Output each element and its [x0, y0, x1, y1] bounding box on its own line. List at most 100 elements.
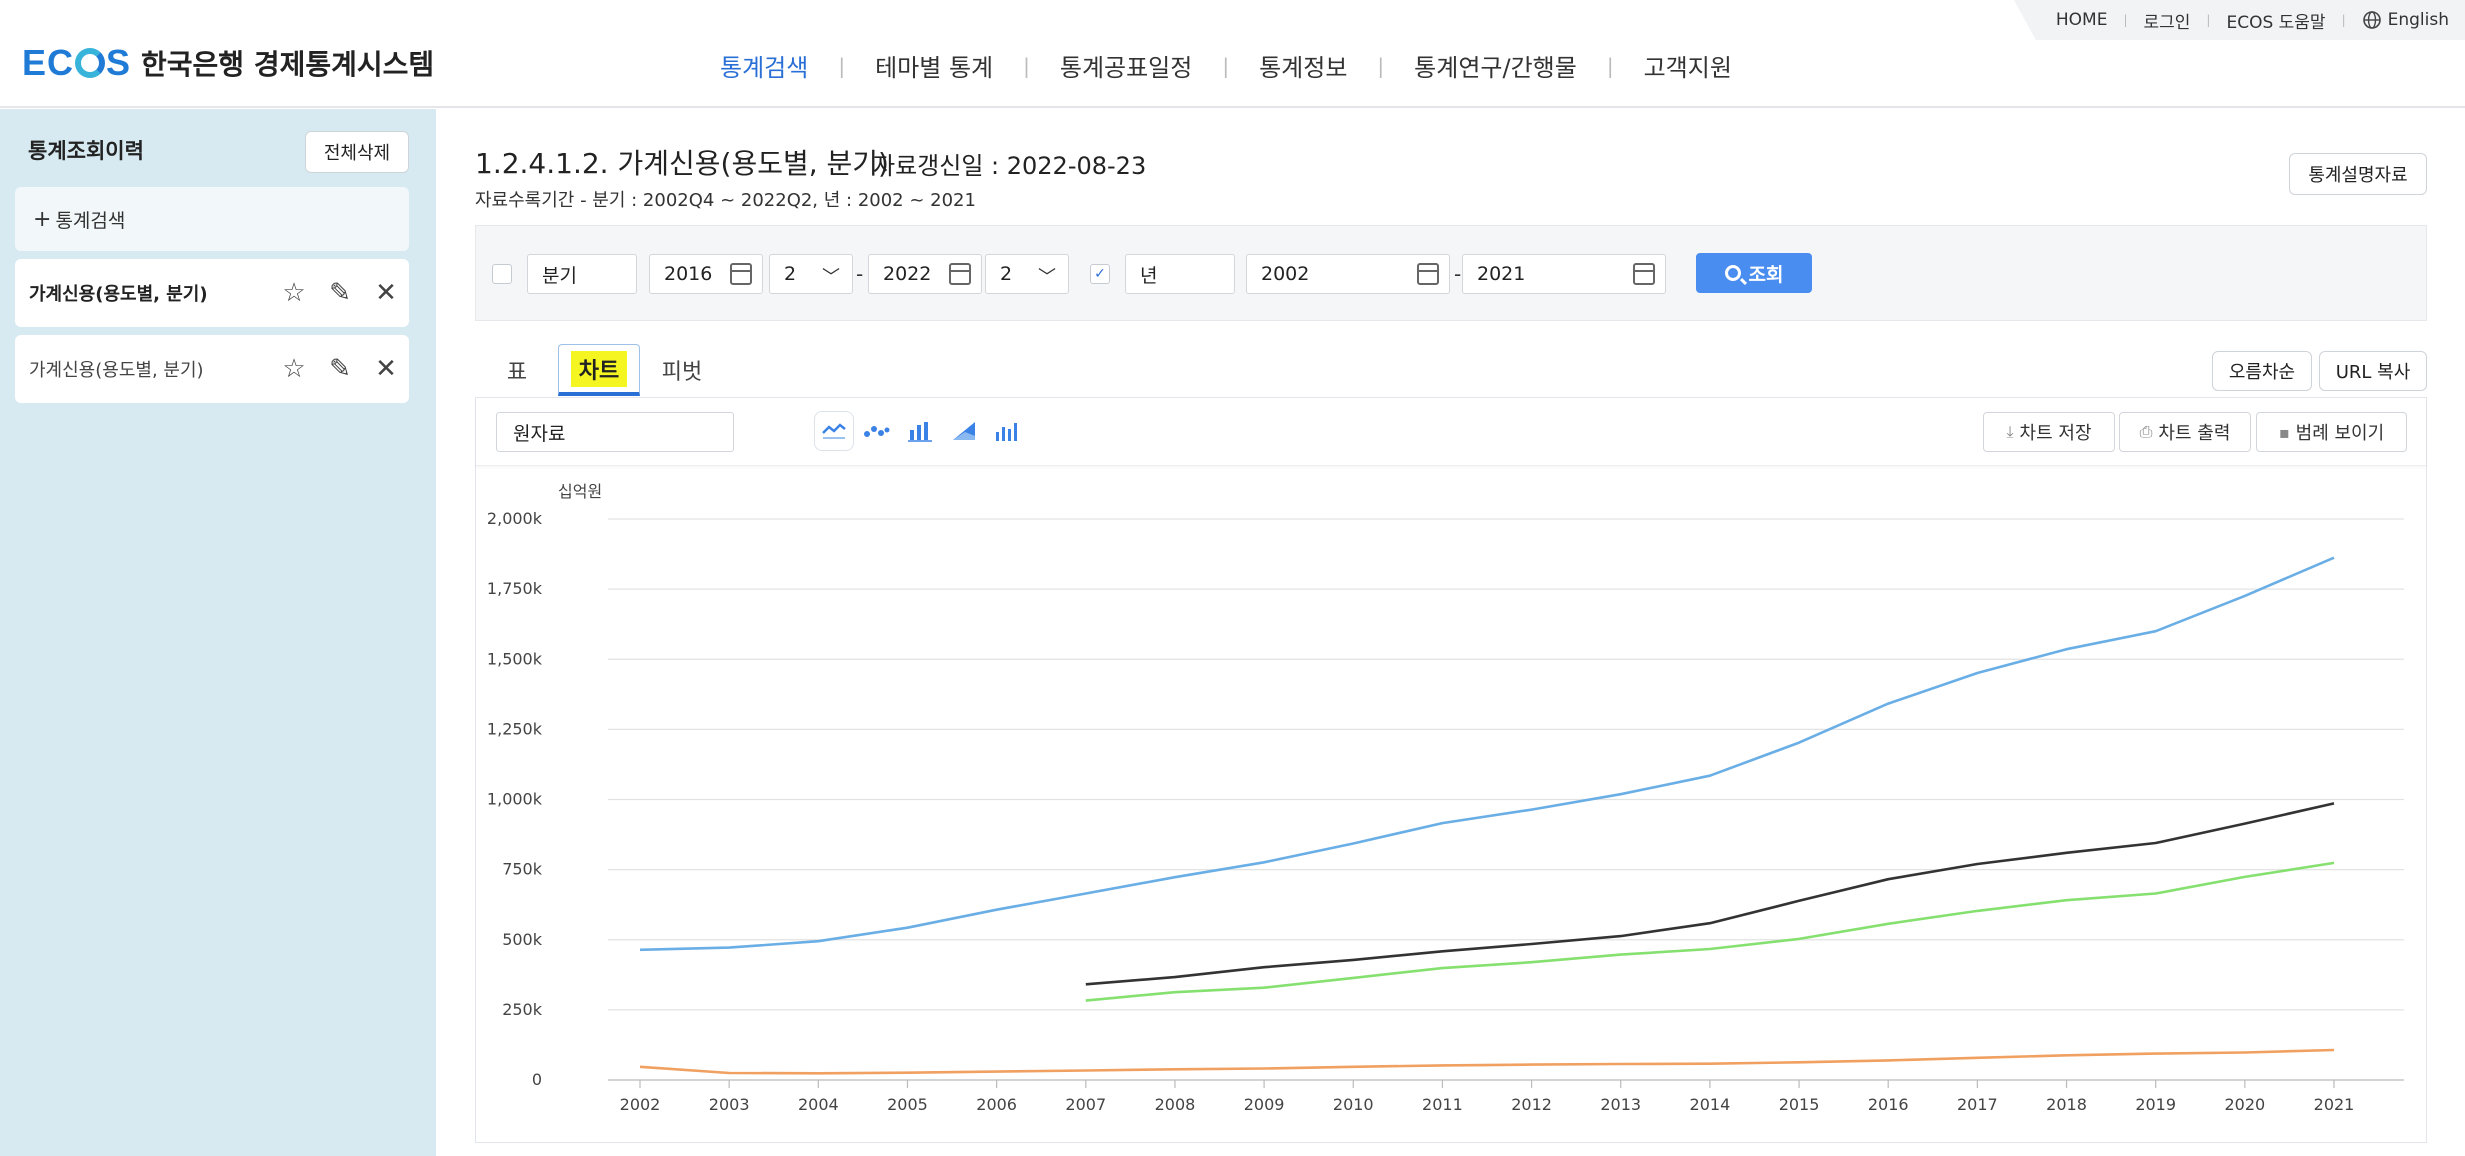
chart-panel: 원자료 ⤓ 차트 저장 ⎙ 차트 출력 ▪ 범례 보이기 십억원 0 250k 500… [475, 397, 2427, 1143]
home-link[interactable]: HOME [2055, 10, 2108, 30]
divider: | [2341, 13, 2346, 27]
tab-table[interactable]: 표 [506, 360, 528, 385]
y-tick-label: 250k [502, 1000, 543, 1019]
quarter-end-select[interactable]: 2 ﹀ [985, 254, 1069, 294]
chart-print-label: 차트 출력 [2158, 423, 2231, 444]
sidebar-title: 통계조회이력 [28, 139, 144, 163]
quarter-end-year[interactable]: 2022 [868, 254, 982, 294]
copy-url-button[interactable]: URL 복사 [2319, 351, 2427, 391]
pencil-icon[interactable]: ✎ [329, 354, 351, 384]
nav-stat-search[interactable]: 통계검색 [720, 54, 809, 82]
update-date: 자료갱신일 : 2022-08-23 [873, 152, 1147, 180]
area-chart-icon[interactable] [944, 411, 984, 451]
nav-stat-info[interactable]: 통계정보 [1259, 54, 1348, 82]
year-start-value: 2002 [1261, 263, 1310, 285]
column-chart-icon[interactable] [986, 411, 1026, 451]
x-tick-label: 2020 [2224, 1095, 2265, 1114]
x-tick-label: 2017 [1957, 1095, 1998, 1114]
y-tick-label: 1,250k [487, 719, 543, 738]
divider: | [838, 53, 846, 78]
x-tick-label: 2016 [1868, 1095, 1909, 1114]
x-tick-label: 2014 [1690, 1095, 1731, 1114]
range-dash: - [856, 262, 864, 286]
quarter-start-year[interactable]: 2016 [649, 254, 763, 294]
range-dash: - [1454, 262, 1462, 286]
stat-search-link[interactable]: + 통계검색 [15, 187, 409, 251]
year-start-field[interactable]: 2002 [1246, 254, 1450, 294]
y-tick-label: 2,000k [487, 509, 543, 528]
legend-icon: ▪ [2278, 422, 2290, 442]
history-sidebar: 통계조회이력 전체삭제 + 통계검색 가계신용(용도별, 분기) ☆ ✎ ✕ 가… [0, 109, 436, 1156]
download-icon: ⤓ [2006, 422, 2014, 441]
calendar-icon[interactable] [949, 263, 971, 285]
quarter-start-year-value: 2016 [664, 263, 713, 285]
y-tick-label: 750k [502, 860, 543, 879]
quarter-start-select[interactable]: 2 ﹀ [769, 254, 853, 294]
stat-explain-button[interactable]: 통계설명자료 [2289, 153, 2427, 195]
y-tick-label: 1,000k [487, 790, 543, 809]
x-tick-label: 2003 [709, 1095, 750, 1114]
site-logo[interactable]: EC S 한국은행 경제통계시스템 [22, 42, 434, 84]
y-axis-unit-label: 십억원 [558, 482, 602, 501]
tab-chart[interactable]: 차트 [558, 344, 640, 396]
login-link[interactable]: 로그인 [2143, 12, 2191, 33]
nav-support[interactable]: 고객지원 [1643, 54, 1732, 82]
x-tick-label: 2018 [2046, 1095, 2087, 1114]
calendar-icon[interactable] [1633, 263, 1655, 285]
series-line-4 [639, 1048, 2335, 1075]
quarter-cycle-field[interactable]: 분기 [527, 254, 637, 294]
search-icon [1724, 265, 1741, 281]
year-checkbox[interactable]: ✓ [1090, 264, 1110, 284]
divider: | [1377, 53, 1385, 78]
nav-theme-stats[interactable]: 테마별 통계 [875, 54, 994, 82]
x-tick-label: 2012 [1511, 1095, 1552, 1114]
chart-toolbar: 원자료 ⤓ 차트 저장 ⎙ 차트 출력 ▪ 범례 보이기 [476, 398, 2426, 466]
history-item-label: 가계신용(용도별, 분기) [29, 360, 204, 381]
bar-chart-icon[interactable] [900, 411, 940, 451]
search-button-label: 조회 [1748, 263, 1784, 286]
x-tick-label: 2004 [798, 1095, 839, 1114]
close-icon[interactable]: ✕ [375, 278, 397, 308]
calendar-icon[interactable] [1417, 263, 1439, 285]
series-line-2 [1085, 802, 2335, 986]
star-icon[interactable]: ☆ [282, 354, 306, 384]
site-name: 한국은행 경제통계시스템 [141, 48, 435, 81]
search-button[interactable]: 조회 [1696, 253, 1812, 293]
x-tick-label: 2013 [1600, 1095, 1641, 1114]
language-link[interactable]: English [2346, 10, 2465, 30]
close-icon[interactable]: ✕ [375, 354, 397, 384]
legend-toggle-button[interactable]: ▪ 범례 보이기 [2256, 412, 2407, 452]
divider: | [1023, 53, 1030, 78]
line-chart-icon[interactable] [814, 411, 854, 451]
divider: | [1222, 53, 1230, 78]
calendar-icon[interactable] [730, 263, 752, 285]
y-tick-label: 1,500k [487, 649, 543, 668]
tab-pivot[interactable]: 피벗 [661, 360, 703, 385]
sort-order-button[interactable]: 오름차순 [2212, 351, 2312, 391]
x-tick-label: 2019 [2135, 1095, 2176, 1114]
history-item[interactable]: 가계신용(용도별, 분기) ☆ ✎ ✕ [15, 259, 409, 327]
series-line-3 [1085, 861, 2335, 1002]
chart-save-button[interactable]: ⤓ 차트 저장 [1983, 412, 2115, 452]
chevron-down-icon: ﹀ [822, 267, 840, 288]
nav-release-schedule[interactable]: 통계공표일정 [1059, 54, 1193, 82]
utility-nav: HOME | 로그인 | ECOS 도움말 | English [2013, 0, 2465, 40]
scatter-chart-icon[interactable] [856, 411, 896, 451]
x-tick-label: 2010 [1333, 1095, 1374, 1114]
year-cycle-field[interactable]: 년 [1125, 254, 1235, 294]
divider: | [1606, 53, 1614, 78]
pencil-icon[interactable]: ✎ [329, 278, 351, 308]
plus-icon: + [33, 206, 52, 232]
data-type-select[interactable]: 원자료 [496, 412, 734, 452]
quarter-checkbox[interactable] [492, 264, 512, 284]
help-link[interactable]: ECOS 도움말 [2226, 12, 2326, 33]
year-end-field[interactable]: 2021 [1462, 254, 1666, 294]
delete-all-button[interactable]: 전체삭제 [305, 131, 409, 173]
printer-icon: ⎙ [2139, 422, 2153, 441]
chart-print-button[interactable]: ⎙ 차트 출력 [2119, 412, 2251, 452]
search-filter: 분기 2016 2 ﹀ - 2022 2 ﹀ ✓ 년 2002 - 2021 조… [475, 225, 2427, 321]
star-icon[interactable]: ☆ [282, 278, 306, 308]
x-tick-label: 2015 [1779, 1095, 1820, 1114]
history-item[interactable]: 가계신용(용도별, 분기) ☆ ✎ ✕ [15, 335, 409, 403]
nav-research[interactable]: 통계연구/간행물 [1414, 54, 1577, 82]
